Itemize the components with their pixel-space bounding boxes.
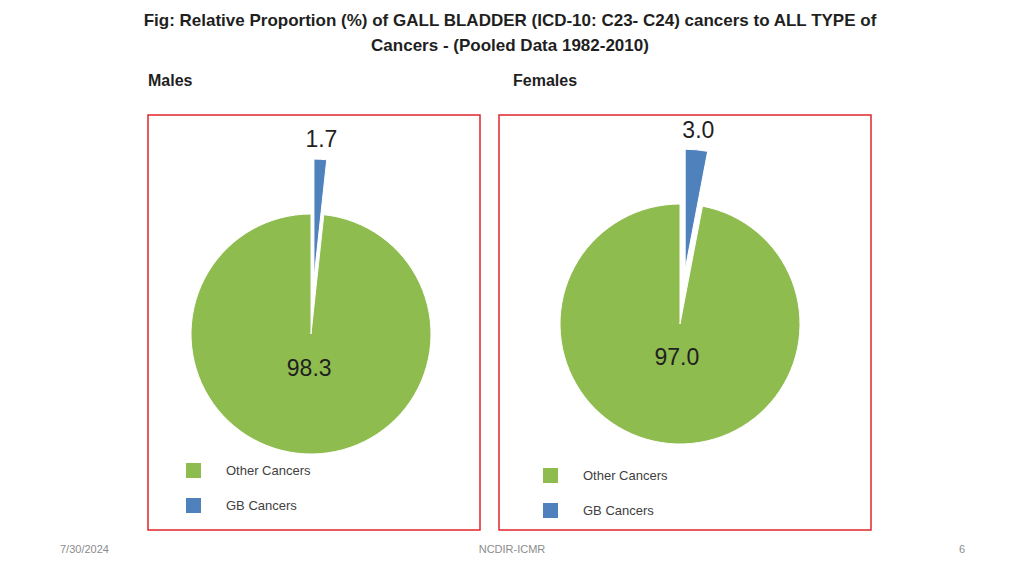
pie-slice	[560, 204, 800, 444]
legend: Other Cancers GB Cancers	[543, 468, 668, 518]
footer-date: 7/30/2024	[60, 543, 109, 555]
legend-swatch	[543, 468, 558, 483]
chart-canvas: 7/30/2024 NCDIR-ICMR 6 Males 98.3 1.7 Other Ca…	[0, 0, 1024, 576]
pie-slice	[191, 214, 431, 454]
data-labels: 97.0 3.0	[654, 117, 714, 371]
slices	[560, 149, 800, 444]
chart-frame	[148, 115, 480, 530]
data-label: 1.7	[305, 126, 337, 152]
footer-page: 6	[959, 543, 965, 555]
title: Fig: Relative Proportion (%) of GALL BLA…	[140, 8, 880, 58]
data-label: 3.0	[682, 117, 714, 143]
pie-slice	[314, 159, 327, 279]
data-label: 97.0	[654, 344, 699, 370]
pie-chart: Males 98.3 1.7 Other Cancers GB Cancers	[148, 72, 480, 530]
data-labels: 98.3 1.7	[287, 126, 338, 380]
chart-frame	[499, 115, 871, 530]
slices	[191, 159, 431, 454]
chart-title: Females	[513, 72, 577, 89]
pie-slice	[685, 149, 707, 269]
page: Fig: Relative Proportion (%) of GALL BLA…	[0, 0, 1024, 576]
legend-swatch	[186, 463, 201, 478]
chart-title: Males	[148, 72, 193, 89]
footer-source: NCDIR-ICMR	[479, 543, 546, 555]
legend-label: Other Cancers	[583, 468, 668, 483]
legend: Other Cancers GB Cancers	[186, 463, 311, 513]
data-label: 98.3	[287, 355, 332, 381]
pie-chart: Females 97.0 3.0 Other Cancers GB Cancers	[499, 72, 871, 530]
legend-label: GB Cancers	[583, 503, 654, 518]
legend-swatch	[186, 498, 201, 513]
legend-swatch	[543, 503, 558, 518]
legend-label: Other Cancers	[226, 463, 311, 478]
legend-label: GB Cancers	[226, 498, 297, 513]
